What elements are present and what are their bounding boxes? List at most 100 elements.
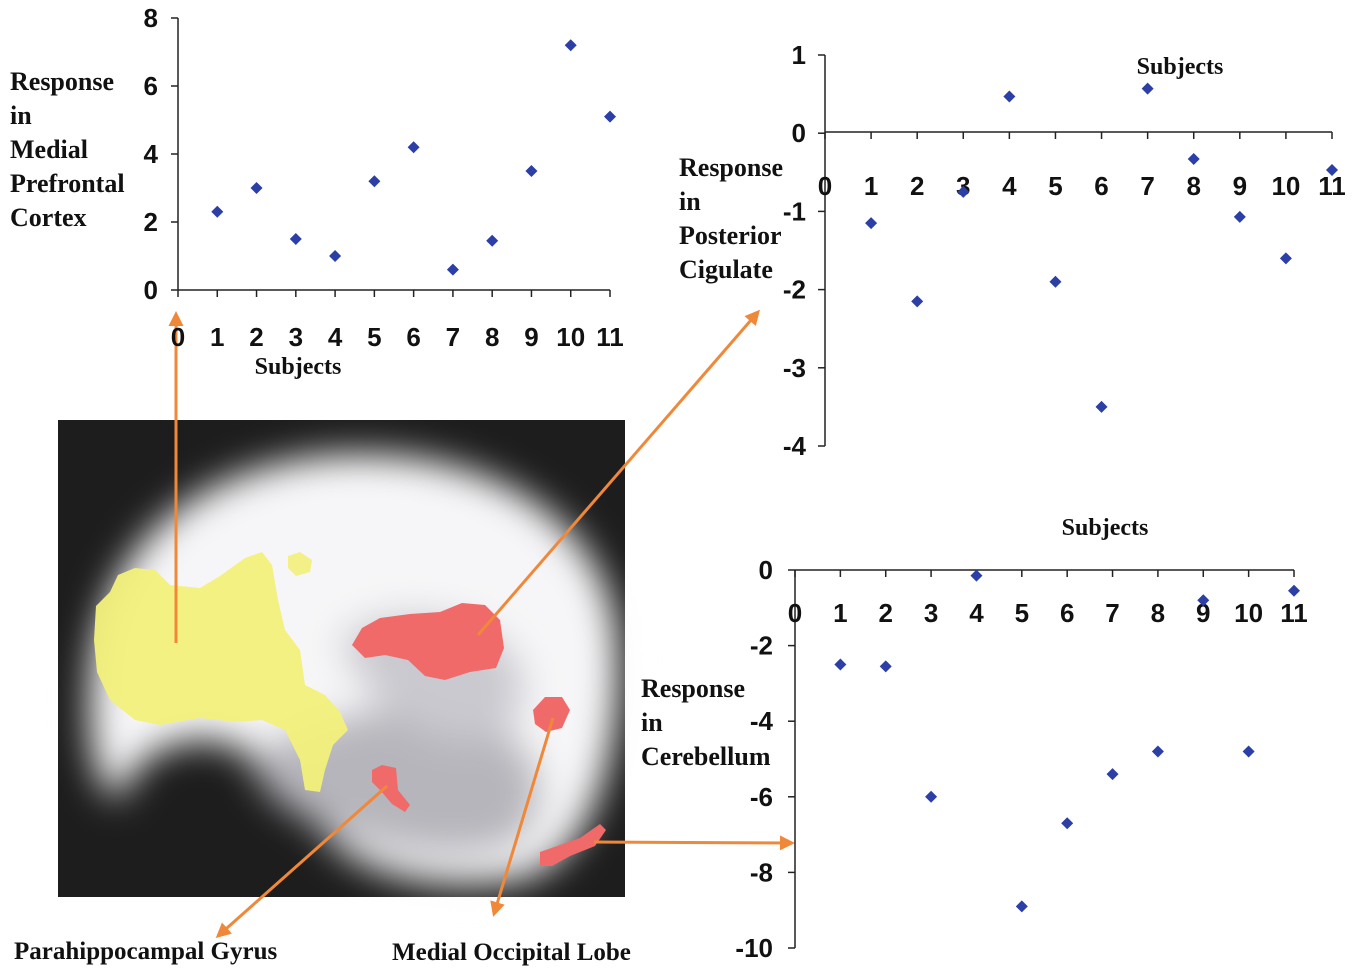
y-tick-label: -2 [783, 275, 806, 305]
y-axis-title-line: Posterior [679, 221, 782, 250]
data-point [1326, 163, 1338, 176]
x-tick-label: 7 [1105, 598, 1119, 628]
x-tick-label: 5 [1015, 598, 1029, 628]
y-tick-label: -4 [750, 706, 774, 736]
y-tick-label: -4 [783, 431, 807, 461]
chart-posterior-cingulate: 10-1-2-3-401234567891011SubjectsResponse… [679, 40, 1346, 461]
x-tick-label: 4 [969, 598, 984, 628]
x-tick-label: 5 [367, 322, 381, 352]
arrows [168, 309, 795, 938]
data-point [1187, 153, 1200, 166]
y-axis-title-line: Prefrontal [10, 169, 125, 198]
y-tick-label: -2 [750, 631, 773, 661]
data-point [911, 295, 924, 308]
x-tick-label: 0 [171, 322, 185, 352]
x-tick-label: 1 [210, 322, 224, 352]
data-point [525, 165, 538, 177]
data-point [407, 141, 420, 154]
y-tick-label: -3 [783, 353, 806, 383]
data-point [925, 790, 938, 803]
x-tick-label: 9 [1196, 598, 1210, 628]
y-tick-label: -6 [750, 782, 773, 812]
data-point [1003, 90, 1016, 103]
y-axis-title-line: in [10, 101, 32, 130]
data-point [368, 175, 381, 188]
data-point [957, 185, 970, 198]
activation-prefrontal [94, 552, 348, 792]
data-point [970, 569, 983, 582]
x-tick-label: 11 [1318, 171, 1346, 201]
y-tick-label: 6 [144, 71, 158, 101]
y-tick-label: 0 [792, 118, 806, 148]
y-axis-title-line: Cigulate [679, 255, 773, 284]
arrow-to-occipital-label [490, 717, 555, 917]
arrow-to-posterior-cingulate-chart [476, 309, 760, 636]
y-axis-title-line: Cerebellum [641, 742, 771, 771]
data-point [834, 658, 847, 671]
y-axis-title-line: Response [641, 674, 745, 703]
x-tick-label: 8 [485, 322, 499, 352]
x-tick-label: 2 [249, 322, 263, 352]
data-point [1049, 275, 1062, 288]
x-tick-label: 7 [1140, 171, 1154, 201]
x-tick-label: 7 [446, 322, 460, 352]
y-tick-label: 8 [144, 3, 158, 33]
data-point [1141, 82, 1154, 95]
arrow-to-parahippocampal-label [215, 784, 388, 938]
x-tick-label: 8 [1151, 598, 1165, 628]
data-point [1151, 745, 1164, 758]
x-tick-label: 3 [924, 598, 938, 628]
y-tick-label: 2 [144, 207, 158, 237]
data-point [1061, 817, 1074, 830]
data-point [1233, 210, 1246, 223]
x-tick-label: 9 [1233, 171, 1247, 201]
x-axis-title: Subjects [1137, 54, 1224, 80]
data-point [1288, 584, 1300, 597]
x-tick-label: 8 [1186, 171, 1200, 201]
activation-occipital [533, 697, 570, 732]
x-tick-label: 3 [289, 322, 303, 352]
x-tick-label: 10 [1271, 171, 1300, 201]
x-tick-label: 4 [328, 322, 343, 352]
x-tick-label: 11 [1280, 598, 1308, 628]
activation-cerebellum [540, 824, 606, 866]
x-axis-title: Subjects [1062, 515, 1149, 541]
x-tick-label: 0 [788, 598, 802, 628]
data-point [879, 660, 892, 673]
x-tick-label: 5 [1048, 171, 1062, 201]
y-tick-label: 1 [792, 40, 806, 70]
data-point [329, 250, 342, 262]
y-axis-title-line: Response [679, 153, 783, 182]
data-point [1015, 900, 1028, 913]
label-parahippocampal-gyrus: Parahippocampal Gyrus [14, 938, 277, 965]
x-tick-label: 10 [1234, 598, 1263, 628]
data-point [564, 39, 577, 52]
x-tick-label: 9 [524, 322, 538, 352]
x-tick-label: 6 [1094, 171, 1108, 201]
data-point [486, 234, 499, 247]
data-point [1095, 400, 1108, 413]
data-point [865, 217, 878, 230]
data-point [289, 233, 302, 245]
data-point [250, 182, 263, 194]
x-tick-label: 2 [878, 598, 892, 628]
y-axis-title-line: Response [10, 67, 114, 96]
y-axis-title-line: Medial [10, 135, 88, 164]
brain-image [58, 420, 625, 897]
x-tick-label: 2 [910, 171, 924, 201]
x-tick-label: 1 [864, 171, 878, 201]
x-tick-label: 11 [596, 322, 624, 352]
activation-posterior-cingulate [352, 603, 504, 680]
arrow-to-cerebellum-chart [593, 835, 795, 851]
y-axis-title-line: in [679, 187, 701, 216]
x-tick-label: 1 [833, 598, 847, 628]
data-point [1279, 252, 1292, 265]
x-axis-title: Subjects [255, 354, 342, 380]
chart-cerebellum: 0 -2 -4 -6 -8 -10 0 1 2 3 4 5 6 7 8 9 10 11 Subjects Respon… [641, 515, 1308, 963]
data-point [211, 205, 224, 218]
x-tick-label: 6 [406, 322, 420, 352]
y-tick-label: 4 [144, 139, 159, 169]
x-tick-label: 4 [1002, 171, 1017, 201]
y-tick-label: -1 [783, 196, 806, 226]
